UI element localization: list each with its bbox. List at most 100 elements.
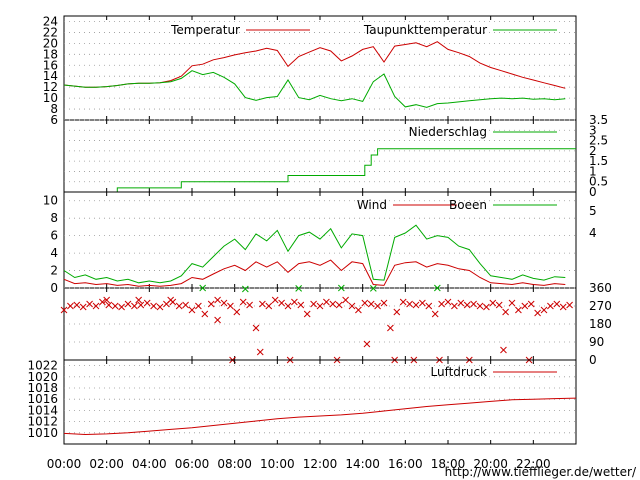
y-tick-label: 10 [43,194,58,208]
wind-direction-point [175,302,183,310]
y-tick-label: 18 [43,47,58,61]
y-tick-label: 12 [43,80,58,94]
legend-label: Luftdruck [430,365,487,379]
wind-direction-point [323,298,330,306]
y-tick-label-right: 5 [589,204,597,218]
series-line-boeen [63,224,566,284]
wind-direction-point [534,309,541,317]
wind-direction-point [502,308,509,316]
wind-direction-point [444,298,452,306]
wind-direction-point [103,296,111,304]
y-tick-label: 360 [589,281,612,295]
wind-direction-point [265,302,273,310]
wind-direction-point [278,299,285,307]
y-tick-label: 1.5 [589,154,608,168]
y-tick-label: 90 [589,335,604,349]
wind-direction-point [111,302,119,310]
wind-direction-point [412,301,420,309]
wind-direction-point [508,299,516,307]
wind-direction-point [329,300,337,308]
wind-direction-point [137,301,145,309]
wind-direction-point [457,299,465,307]
wind-direction-point [433,284,441,292]
wind-direction-point [124,300,132,308]
wind-direction-point [303,310,311,318]
wind-direction-point [241,285,249,293]
y-tick-label: 20 [43,36,58,50]
panel-1: 00.511.522.533.5 Niederschlag [63,113,608,199]
x-tick-label: 08:00 [217,457,252,471]
y-tick-label: 24 [43,14,58,28]
wind-direction-point [369,285,377,292]
y-tick-label: 0 [589,353,597,367]
wind-direction-point [470,300,477,308]
wind-direction-point [259,300,266,308]
wind-direction-point [342,296,349,304]
legend-label: Wind [357,198,387,212]
wind-direction-point [363,340,371,348]
wind-direction-point [220,299,228,307]
y-tick-label: 270 [589,299,612,313]
wind-direction-point [393,308,401,316]
wind-direction-point [489,299,497,307]
wind-direction-point [367,300,375,308]
wind-direction-point [86,300,93,308]
wind-direction-point [361,299,369,307]
wind-direction-point [476,302,484,310]
wind-direction-point [451,302,458,310]
y-tick-label: 2 [589,144,597,158]
wind-direction-point [207,300,215,308]
y-tick-label: 1020 [27,370,58,384]
x-tick-label: 20:00 [473,457,508,471]
wind-direction-point [131,302,138,310]
wind-direction-point [227,302,234,310]
y-tick-label: 8 [50,211,58,225]
y-tick-label: 3 [589,123,597,137]
wind-direction-point [118,303,125,311]
y-tick-label: 3.5 [589,113,608,127]
wind-direction-point [566,301,573,309]
y-tick-label: 6 [50,229,58,243]
panel-frame [63,15,577,121]
wind-direction-point [214,296,221,304]
legend-label: Temperatur [170,23,240,37]
wind-direction-point [374,302,381,310]
wind-direction-point [156,303,164,311]
y-tick-label: 22 [43,25,58,39]
wind-direction-point [527,300,535,308]
panel-2: 0 2 4 6 8 10 Wind Boeen [43,191,577,295]
y-tick-label: 6 [50,113,58,127]
wind-direction-point [135,296,143,304]
wind-direction-point [387,324,394,332]
x-tick-label: 02:00 [89,457,124,471]
wind-direction-point [316,302,324,310]
wind-direction-point [256,348,264,356]
credit-link[interactable]: http://www.tiefflieger.de/wetter/ [445,465,637,479]
wind-direction-point [233,308,241,316]
wind-direction-point [246,301,253,309]
wind-direction-point [553,300,561,308]
wind-direction-point [214,316,221,324]
wind-direction-point [297,301,305,309]
wind-direction-point [380,299,388,307]
y-tick-label: 14 [43,69,58,83]
y-tick-label: 2 [50,264,58,278]
y-tick-label-right: 4 [589,226,597,240]
wind-direction-point [310,300,317,308]
y-tick-label: 1018 [27,381,58,395]
wind-direction-point [143,299,151,307]
wind-direction-point [500,346,507,354]
wind-direction-point [431,310,439,318]
wind-direction-point [182,301,189,309]
wind-direction-point [199,284,207,292]
x-tick-label: 14:00 [345,457,380,471]
wind-direction-point [291,298,298,306]
wind-direction-point [188,306,196,314]
wind-direction-point [348,302,356,310]
wind-direction-point [463,301,471,309]
series-line-niederschlag [64,148,576,193]
wind-direction-point [60,306,68,314]
panel-frame [63,119,577,193]
